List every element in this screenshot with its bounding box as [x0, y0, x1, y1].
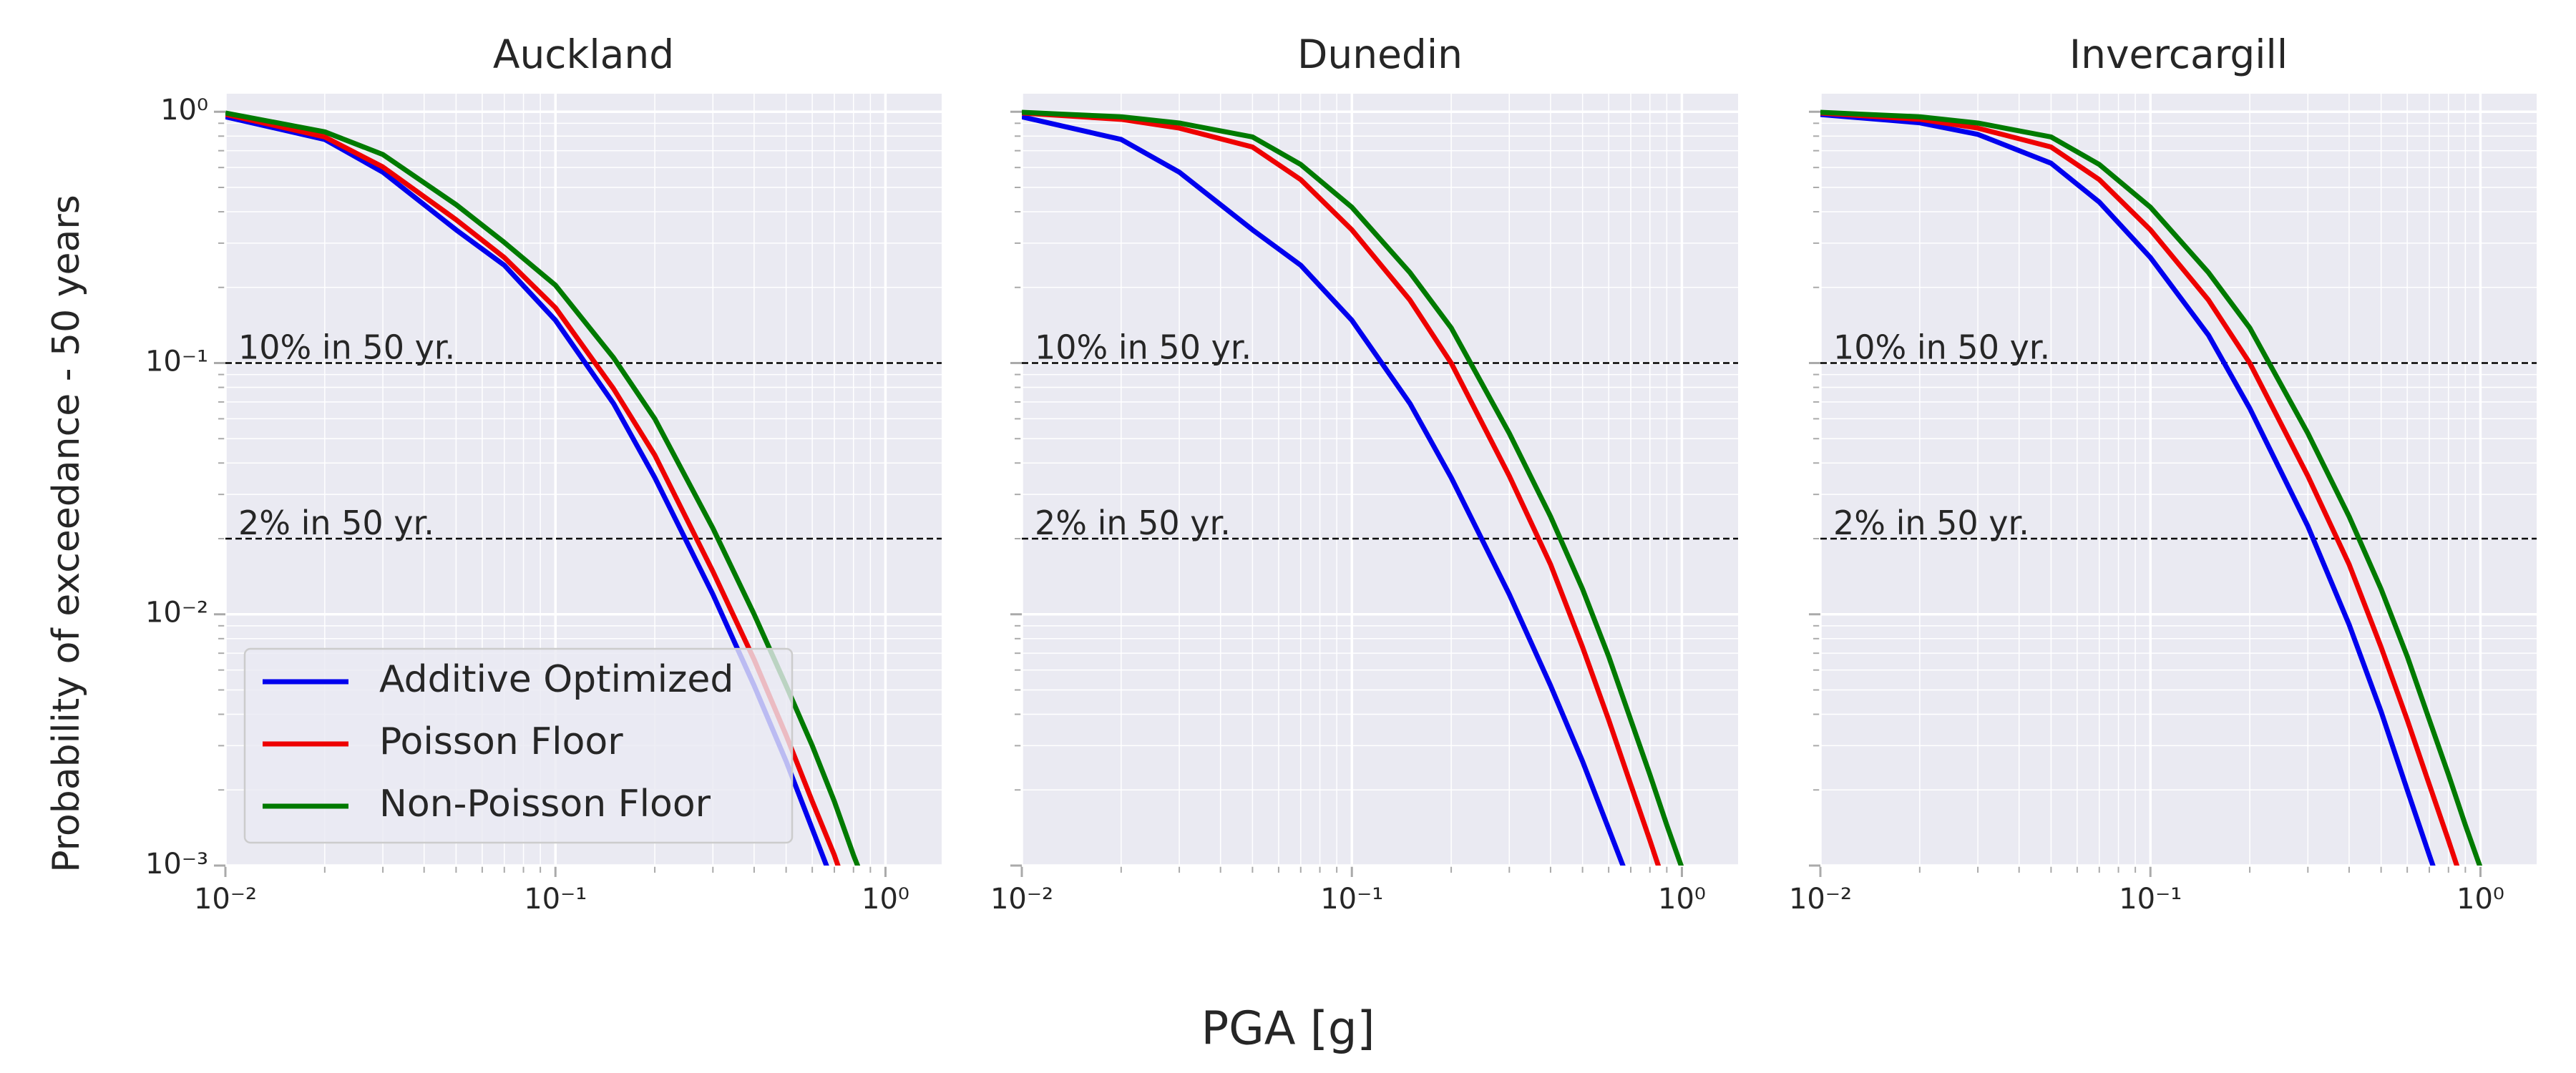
plot-background: [1022, 94, 1738, 866]
y-tick-label: 10⁻¹: [145, 345, 208, 378]
series-line: [225, 110, 861, 866]
legend-box: [243, 647, 794, 844]
series-line: [1820, 109, 2483, 866]
x-tick-label: 10⁰: [2457, 883, 2504, 916]
reference-label: 10% in 50 yr.: [238, 328, 455, 366]
panel-title: Auckland: [493, 31, 674, 77]
y-tick-label: 10⁻²: [145, 597, 208, 629]
legend-label: Poisson Floor: [379, 720, 623, 763]
x-tick-label: 10⁻¹: [2119, 883, 2182, 916]
x-tick-label: 10⁰: [1658, 883, 1706, 916]
legend-label: Non-Poisson Floor: [379, 783, 711, 825]
reference-label: 2% in 50 yr.: [1035, 504, 1231, 542]
y-tick-label: 10⁻³: [145, 848, 208, 881]
plot-background: [1820, 94, 2537, 866]
reference-label: 2% in 50 yr.: [238, 504, 434, 542]
y-tick-label: 10⁰: [160, 94, 208, 127]
x-tick-label: 10⁻¹: [1320, 883, 1383, 916]
reference-label: 10% in 50 yr.: [1035, 328, 1252, 366]
x-tick-label: 10⁰: [862, 883, 909, 916]
series-line: [1820, 110, 2460, 866]
series-line: [1022, 109, 1684, 866]
x-tick-label: 10⁻²: [194, 883, 257, 916]
series-line: [225, 112, 841, 866]
panel-title: Invercargill: [2069, 31, 2288, 77]
x-tick-label: 10⁻²: [990, 883, 1053, 916]
series-line: [1022, 110, 1662, 866]
series-line: [225, 114, 829, 866]
legend-label: Additive Optimized: [379, 658, 733, 701]
x-tick-label: 10⁻¹: [524, 883, 587, 916]
x-tick-label: 10⁻²: [1789, 883, 1852, 916]
reference-label: 2% in 50 yr.: [1833, 504, 2029, 542]
y-axis-label: Probability of exceedance - 50 years: [45, 195, 88, 873]
x-axis-label: PGA [g]: [1201, 1003, 1375, 1056]
panel-title: Dunedin: [1297, 31, 1463, 77]
reference-label: 10% in 50 yr.: [1833, 328, 2050, 366]
series-line: [1820, 112, 2436, 866]
series-line: [1022, 114, 1626, 866]
